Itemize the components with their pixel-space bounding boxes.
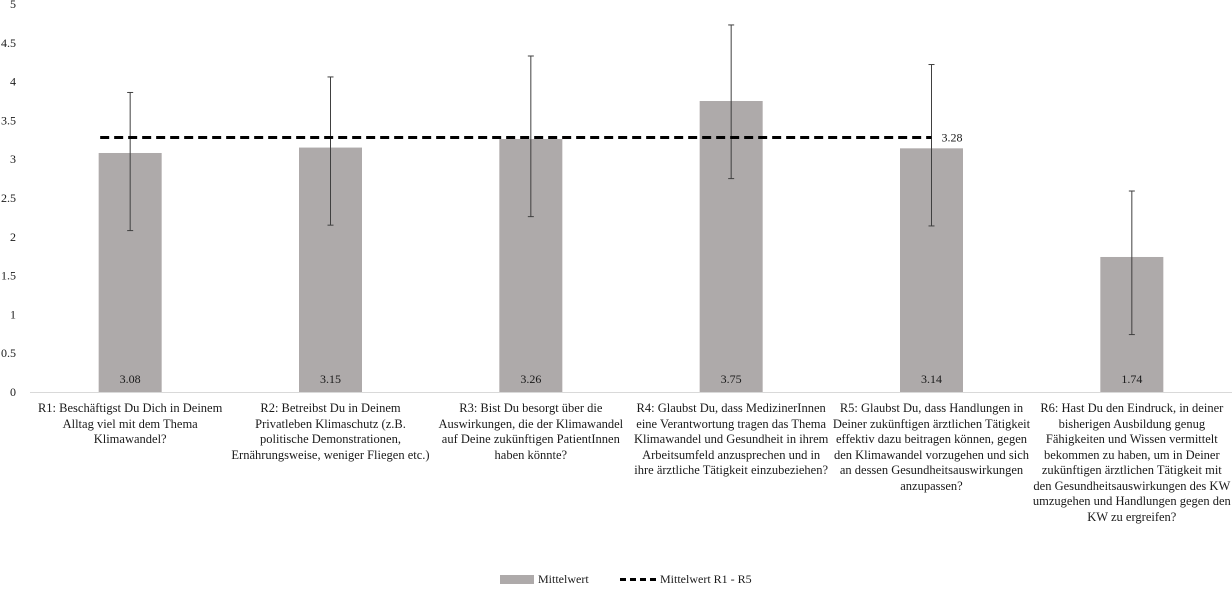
legend-swatch-dash [620,578,656,581]
y-axis: 0 0.5 1 1.5 2 2.5 3 3.5 4 4.5 5 [1,0,1232,399]
y-tick-label: 3 [10,152,16,166]
y-tick-label: 3.5 [1,113,16,127]
bar-value-label: 1.74 [1121,372,1142,386]
y-tick-label: 4.5 [1,36,16,50]
x-category-label: R5: Glaubst Du, dass Handlungen in Deine… [832,401,1031,493]
legend-swatch-bar [500,575,534,584]
mean-line-value-label: 3.28 [942,130,963,144]
x-category-label: R4: Glaubst Du, dass MedizinerInnen eine… [633,401,829,477]
x-category-label: R3: Bist Du besorgt über die Auswirkunge… [438,401,624,462]
y-tick-label: 0 [10,385,16,399]
y-tick-label: 5 [10,0,16,11]
y-tick-label: 1.5 [1,269,16,283]
y-tick-label: 0.5 [1,346,16,360]
x-category-label: R1: Beschäftigst Du Dich in Deinem Allta… [37,401,223,446]
legend-item-mittelwert-r1-r5: Mittelwert R1 - R5 [620,572,752,587]
legend: Mittelwert Mittelwert R1 - R5 [0,572,1232,592]
y-tick-label: 4 [10,75,16,89]
x-category-label: R6: Hast Du den Eindruck, in deiner bish… [1032,401,1231,524]
y-tick-label: 2.5 [1,191,16,205]
legend-label-mittelwert: Mittelwert [538,572,589,586]
error-bars [127,24,1135,336]
legend-item-mittelwert: Mittelwert [500,572,589,587]
legend-label-mittelwert-r1-r5: Mittelwert R1 - R5 [660,572,752,586]
bar-value-label: 3.75 [721,372,742,386]
bar-value-label: 3.08 [120,372,141,386]
data-labels: 3.08 3.15 3.26 3.75 3.14 1.74 [120,372,1143,386]
y-tick-label: 1 [10,307,16,321]
bar-value-label: 3.15 [320,372,341,386]
bar-value-label: 3.26 [520,372,541,386]
bar-value-label: 3.14 [921,372,942,386]
y-tick-label: 2 [10,230,16,244]
mean-line-group: 3.28 [100,130,963,144]
x-category-label: R2: Betreibst Du in Deinem Privatleben K… [231,401,430,462]
bars [98,101,1164,392]
